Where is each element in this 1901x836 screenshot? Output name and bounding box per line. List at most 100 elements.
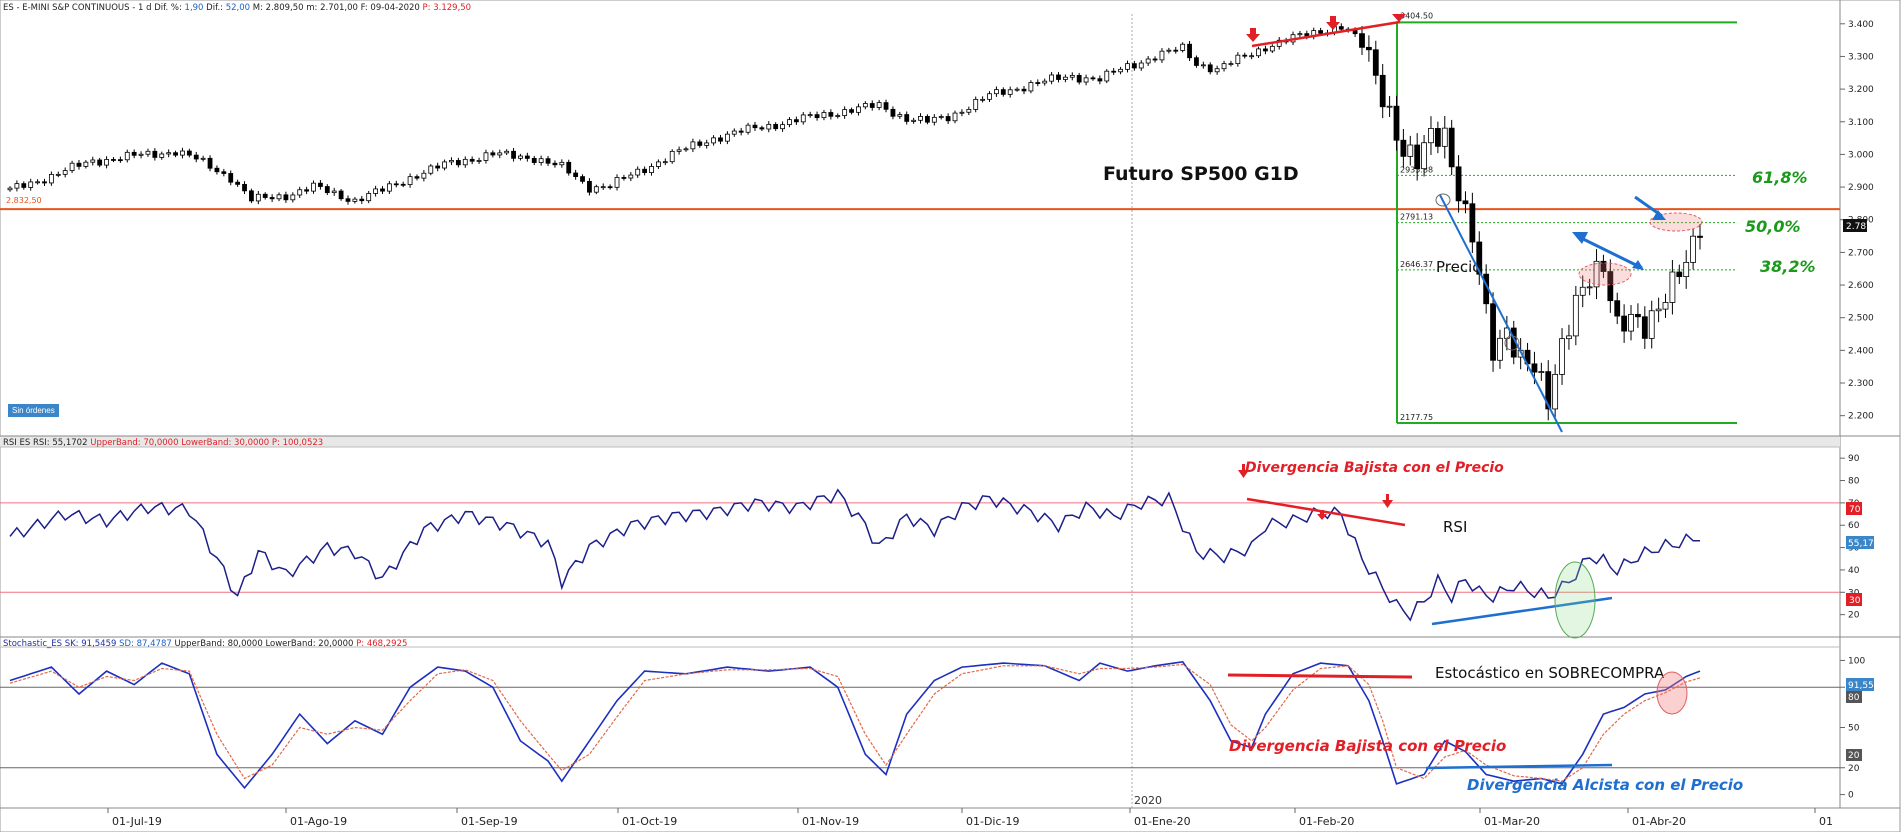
candle — [1586, 278, 1593, 296]
candle — [690, 138, 696, 153]
candle — [345, 195, 351, 205]
candle — [207, 155, 213, 172]
candle — [524, 152, 530, 162]
candle — [76, 160, 82, 170]
fibonacci-retracement: 2935.88 2791.13 2646.37 3404.50 2177.75 — [1396, 11, 1737, 424]
candle — [1669, 259, 1676, 315]
candle — [587, 178, 592, 196]
candle — [290, 192, 296, 203]
candle — [159, 151, 165, 160]
date-tick-label: 01-Abr-20 — [1632, 815, 1686, 828]
candle — [386, 180, 392, 194]
candle — [1007, 86, 1013, 98]
candle — [931, 114, 937, 126]
price-tick-label: 2.400 — [1848, 346, 1874, 356]
candle — [1455, 155, 1462, 213]
candle — [676, 146, 682, 155]
candle — [35, 179, 40, 185]
price-tick-label: 3.400 — [1848, 20, 1874, 30]
period-text: 1 d — [138, 3, 152, 13]
price-tick-label: 2.900 — [1848, 183, 1874, 193]
candle — [117, 156, 123, 163]
candle — [414, 174, 420, 181]
candle — [656, 159, 661, 169]
top-divergence-line — [1251, 20, 1401, 48]
candle — [249, 188, 254, 204]
candle — [1566, 324, 1572, 350]
candle — [1256, 46, 1261, 58]
candle — [1421, 134, 1427, 177]
candle — [104, 156, 109, 169]
candle — [1180, 42, 1186, 53]
candle — [1076, 72, 1082, 85]
candle — [462, 156, 468, 168]
down-arrow-icon — [1392, 14, 1406, 22]
candle — [42, 178, 47, 186]
price-tick-label: 2.700 — [1848, 248, 1874, 258]
candle — [173, 150, 178, 158]
candle — [1434, 121, 1441, 154]
candle — [925, 114, 930, 125]
rsi-line — [9, 488, 1700, 622]
candle — [97, 157, 103, 168]
stoch-80-flag — [1846, 691, 1862, 703]
candle — [1469, 192, 1476, 253]
candle — [1414, 133, 1421, 181]
candle — [828, 109, 834, 120]
rsi-tick-label: 80 — [1848, 477, 1860, 487]
candle — [1166, 47, 1172, 54]
svg-text:20: 20 — [1848, 751, 1860, 761]
price-tick-label: 3.200 — [1848, 85, 1874, 95]
candle — [1428, 116, 1434, 155]
candle — [483, 149, 489, 164]
candle — [1049, 71, 1054, 85]
candle — [1145, 56, 1151, 67]
date-tick-label: 01-Jul-19 — [112, 815, 162, 828]
candle — [455, 157, 461, 168]
candle — [966, 106, 972, 116]
candle — [1662, 293, 1669, 318]
candle — [1538, 362, 1545, 381]
candle — [338, 188, 344, 201]
candle — [69, 160, 75, 174]
candle — [980, 96, 986, 103]
candle — [1648, 300, 1655, 349]
candle — [1111, 67, 1117, 76]
stoch-bottom-line — [1425, 763, 1613, 770]
rsi-divergence-label: Divergencia Bajista con el Precio — [1245, 460, 1504, 476]
candle — [324, 184, 330, 196]
candle — [1579, 275, 1586, 308]
candle — [1159, 48, 1165, 64]
orders-badge[interactable]: Sin órdenes — [8, 404, 59, 417]
price-tick-label: 2.500 — [1848, 314, 1874, 324]
stoch-20-flag — [1846, 749, 1862, 761]
rsi-support-line — [1431, 596, 1613, 626]
axis-flags: 2.787 70 55,17 30 91,55 80 20 — [1843, 219, 1874, 761]
candle — [1441, 115, 1448, 159]
down-arrow-icon — [1238, 464, 1249, 478]
rsi-header: RSI ES RSI: 55,1702 UpperBand: 70,0000 L… — [3, 438, 323, 448]
candle — [883, 99, 889, 113]
rsi-label: RSI — [1443, 518, 1467, 536]
price-label: Precio — [1436, 258, 1481, 276]
candle — [1593, 249, 1600, 300]
candle — [1021, 85, 1027, 95]
year-marker: 2020 — [1134, 794, 1162, 807]
candle — [1621, 304, 1628, 343]
candle — [1552, 364, 1559, 420]
candle — [835, 113, 841, 119]
candle — [518, 153, 523, 161]
candle — [214, 165, 220, 175]
svg-text:55,17: 55,17 — [1848, 539, 1874, 549]
candle — [193, 151, 199, 163]
stoch-overbought-label: Estocástico en SOBRECOMPRA — [1435, 664, 1665, 682]
candle — [490, 150, 496, 158]
stoch-last-flag — [1846, 678, 1874, 691]
candle — [1607, 259, 1614, 313]
candle — [538, 155, 544, 166]
candle — [1697, 224, 1703, 250]
candles — [7, 23, 1703, 421]
candle — [759, 125, 765, 132]
